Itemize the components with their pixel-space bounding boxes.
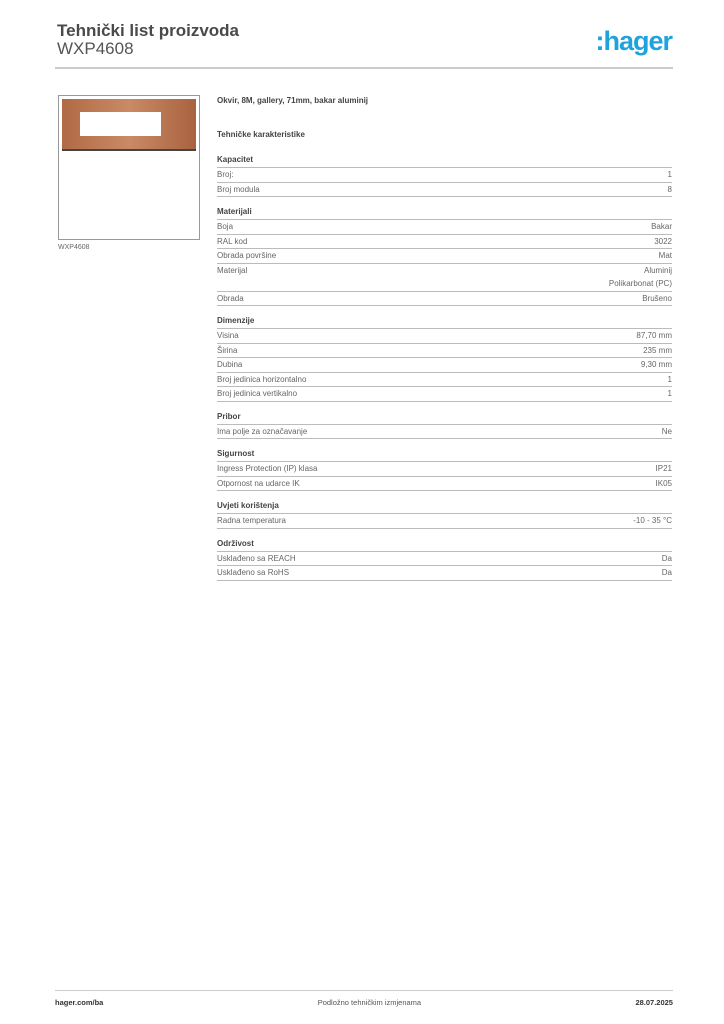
spec-label: Broj: bbox=[217, 170, 234, 179]
spec-value: 9,30 mm bbox=[640, 360, 672, 369]
spec-value: Bakar bbox=[651, 222, 672, 231]
footer-date: 28.07.2025 bbox=[635, 998, 673, 1007]
frame-opening bbox=[80, 112, 161, 136]
page-title: Tehnički list proizvoda bbox=[57, 21, 239, 40]
section-title: Uvjeti korištenja bbox=[217, 500, 672, 514]
spec-label: Boja bbox=[217, 222, 234, 231]
product-image bbox=[58, 95, 200, 240]
spec-label: Usklađeno sa RoHS bbox=[217, 568, 290, 577]
spec-value: Aluminij Polikarbonat (PC) bbox=[608, 265, 672, 289]
footer-note: Podložno tehničkim izmjenama bbox=[317, 998, 422, 1007]
spec-label: Visina bbox=[217, 331, 239, 340]
spec-label: Broj modula bbox=[217, 184, 260, 194]
spec-section: Uvjeti korištenja Radna temperatura -10 - … bbox=[217, 500, 672, 529]
spec-label: Obrada bbox=[217, 293, 244, 303]
section-title: Pribor bbox=[217, 411, 672, 425]
spec-label: Broj jedinica horizontalno bbox=[217, 374, 307, 384]
section-title: Sigurnost bbox=[217, 448, 672, 462]
spec-label: RAL kod bbox=[217, 236, 248, 246]
spec-section: Kapacitet Broj: 1 Broj modula 8 bbox=[217, 154, 672, 197]
section-title: Materijali bbox=[217, 206, 672, 220]
frame-picture bbox=[62, 99, 196, 151]
spec-row: RAL kod 3022 bbox=[217, 235, 672, 249]
hager-logo: :hager bbox=[595, 26, 673, 56]
section-title: Kapacitet bbox=[217, 154, 672, 168]
spec-section: Pribor Ima polje za označavanje Ne bbox=[217, 411, 672, 439]
spec-value: IK05 bbox=[655, 478, 672, 488]
spec-value: 8 bbox=[667, 184, 672, 194]
spec-row: Broj modula 8 bbox=[217, 183, 672, 197]
spec-heading: Tehničke karakteristike bbox=[217, 130, 305, 139]
spec-row: Materijal Aluminij Polikarbonat (PC) bbox=[217, 264, 672, 292]
spec-value: 235 mm bbox=[643, 345, 672, 355]
spec-row: Ima polje za označavanje Ne bbox=[217, 425, 672, 439]
header-divider bbox=[55, 67, 673, 69]
spec-section: Održivost Usklađeno sa REACH Da Usklađeno s… bbox=[217, 538, 672, 581]
spec-label: Radna temperatura bbox=[217, 516, 286, 525]
spec-value: Ne bbox=[661, 426, 672, 436]
spec-row: Obrada površine Mat bbox=[217, 249, 672, 264]
spec-value: Da bbox=[661, 568, 672, 577]
spec-row: Radna temperatura -10 - 35 °C bbox=[217, 514, 672, 529]
spec-row: Otpornost na udarce IK IK05 bbox=[217, 477, 672, 491]
spec-row: Usklađeno sa REACH Da bbox=[217, 552, 672, 566]
footer: hager.com/ba Podložno tehničkim izmjenam… bbox=[55, 990, 673, 1007]
spec-label: Ingress Protection (IP) klasa bbox=[217, 464, 318, 473]
spec-value: Mat bbox=[658, 251, 672, 260]
spec-row: Broj jedinica horizontalno 1 bbox=[217, 373, 672, 387]
image-caption: WXP4608 bbox=[58, 244, 90, 251]
spec-value: 3022 bbox=[654, 236, 672, 246]
spec-section: Dimenzije Visina 87,70 mm Širina 235 mm Dubin… bbox=[217, 315, 672, 402]
spec-row: Usklađeno sa RoHS Da bbox=[217, 566, 672, 581]
product-description: Okvir, 8M, gallery, 71mm, bakar aluminij bbox=[217, 96, 369, 105]
spec-value: Da bbox=[661, 553, 672, 563]
spec-label: Materijal bbox=[217, 265, 248, 275]
spec-row: Broj: 1 bbox=[217, 168, 672, 183]
spec-value: IP21 bbox=[655, 464, 672, 473]
spec-value: 87,70 mm bbox=[636, 331, 672, 340]
spec-value: 1 bbox=[667, 170, 672, 179]
section-title: Održivost bbox=[217, 538, 672, 552]
spec-value: Brušeno bbox=[642, 293, 672, 303]
spec-row: Broj jedinica vertikalno 1 bbox=[217, 387, 672, 402]
spec-row: Boja Bakar bbox=[217, 220, 672, 235]
section-title: Dimenzije bbox=[217, 315, 672, 329]
spec-label: Broj jedinica vertikalno bbox=[217, 389, 298, 398]
spec-section: Sigurnost Ingress Protection (IP) klasa IP… bbox=[217, 448, 672, 491]
footer-website[interactable]: hager.com/ba bbox=[55, 998, 104, 1007]
product-code: WXP4608 bbox=[57, 39, 134, 58]
spec-label: Dubina bbox=[217, 360, 243, 369]
spec-label: Obrada površine bbox=[217, 251, 277, 260]
spec-row: Obrada Brušeno bbox=[217, 292, 672, 306]
spec-row: Dubina 9,30 mm bbox=[217, 358, 672, 373]
spec-value: 1 bbox=[667, 389, 672, 398]
spec-row: Širina 235 mm bbox=[217, 344, 672, 358]
spec-label: Usklađeno sa REACH bbox=[217, 553, 296, 563]
spec-row: Ingress Protection (IP) klasa IP21 bbox=[217, 462, 672, 477]
spec-column: Okvir, 8M, gallery, 71mm, bakar aluminij… bbox=[217, 96, 672, 590]
spec-value: 1 bbox=[667, 374, 672, 384]
spec-label: Ima polje za označavanje bbox=[217, 426, 308, 436]
spec-section: Materijali Boja Bakar RAL kod 3022 Obrada pov… bbox=[217, 206, 672, 306]
spec-sections: Kapacitet Broj: 1 Broj modula 8 Materijali Boj… bbox=[217, 154, 672, 581]
spec-label: Širina bbox=[217, 345, 238, 355]
spec-value: -10 - 35 °C bbox=[633, 516, 672, 525]
spec-row: Visina 87,70 mm bbox=[217, 329, 672, 344]
spec-label: Otpornost na udarce IK bbox=[217, 478, 300, 488]
